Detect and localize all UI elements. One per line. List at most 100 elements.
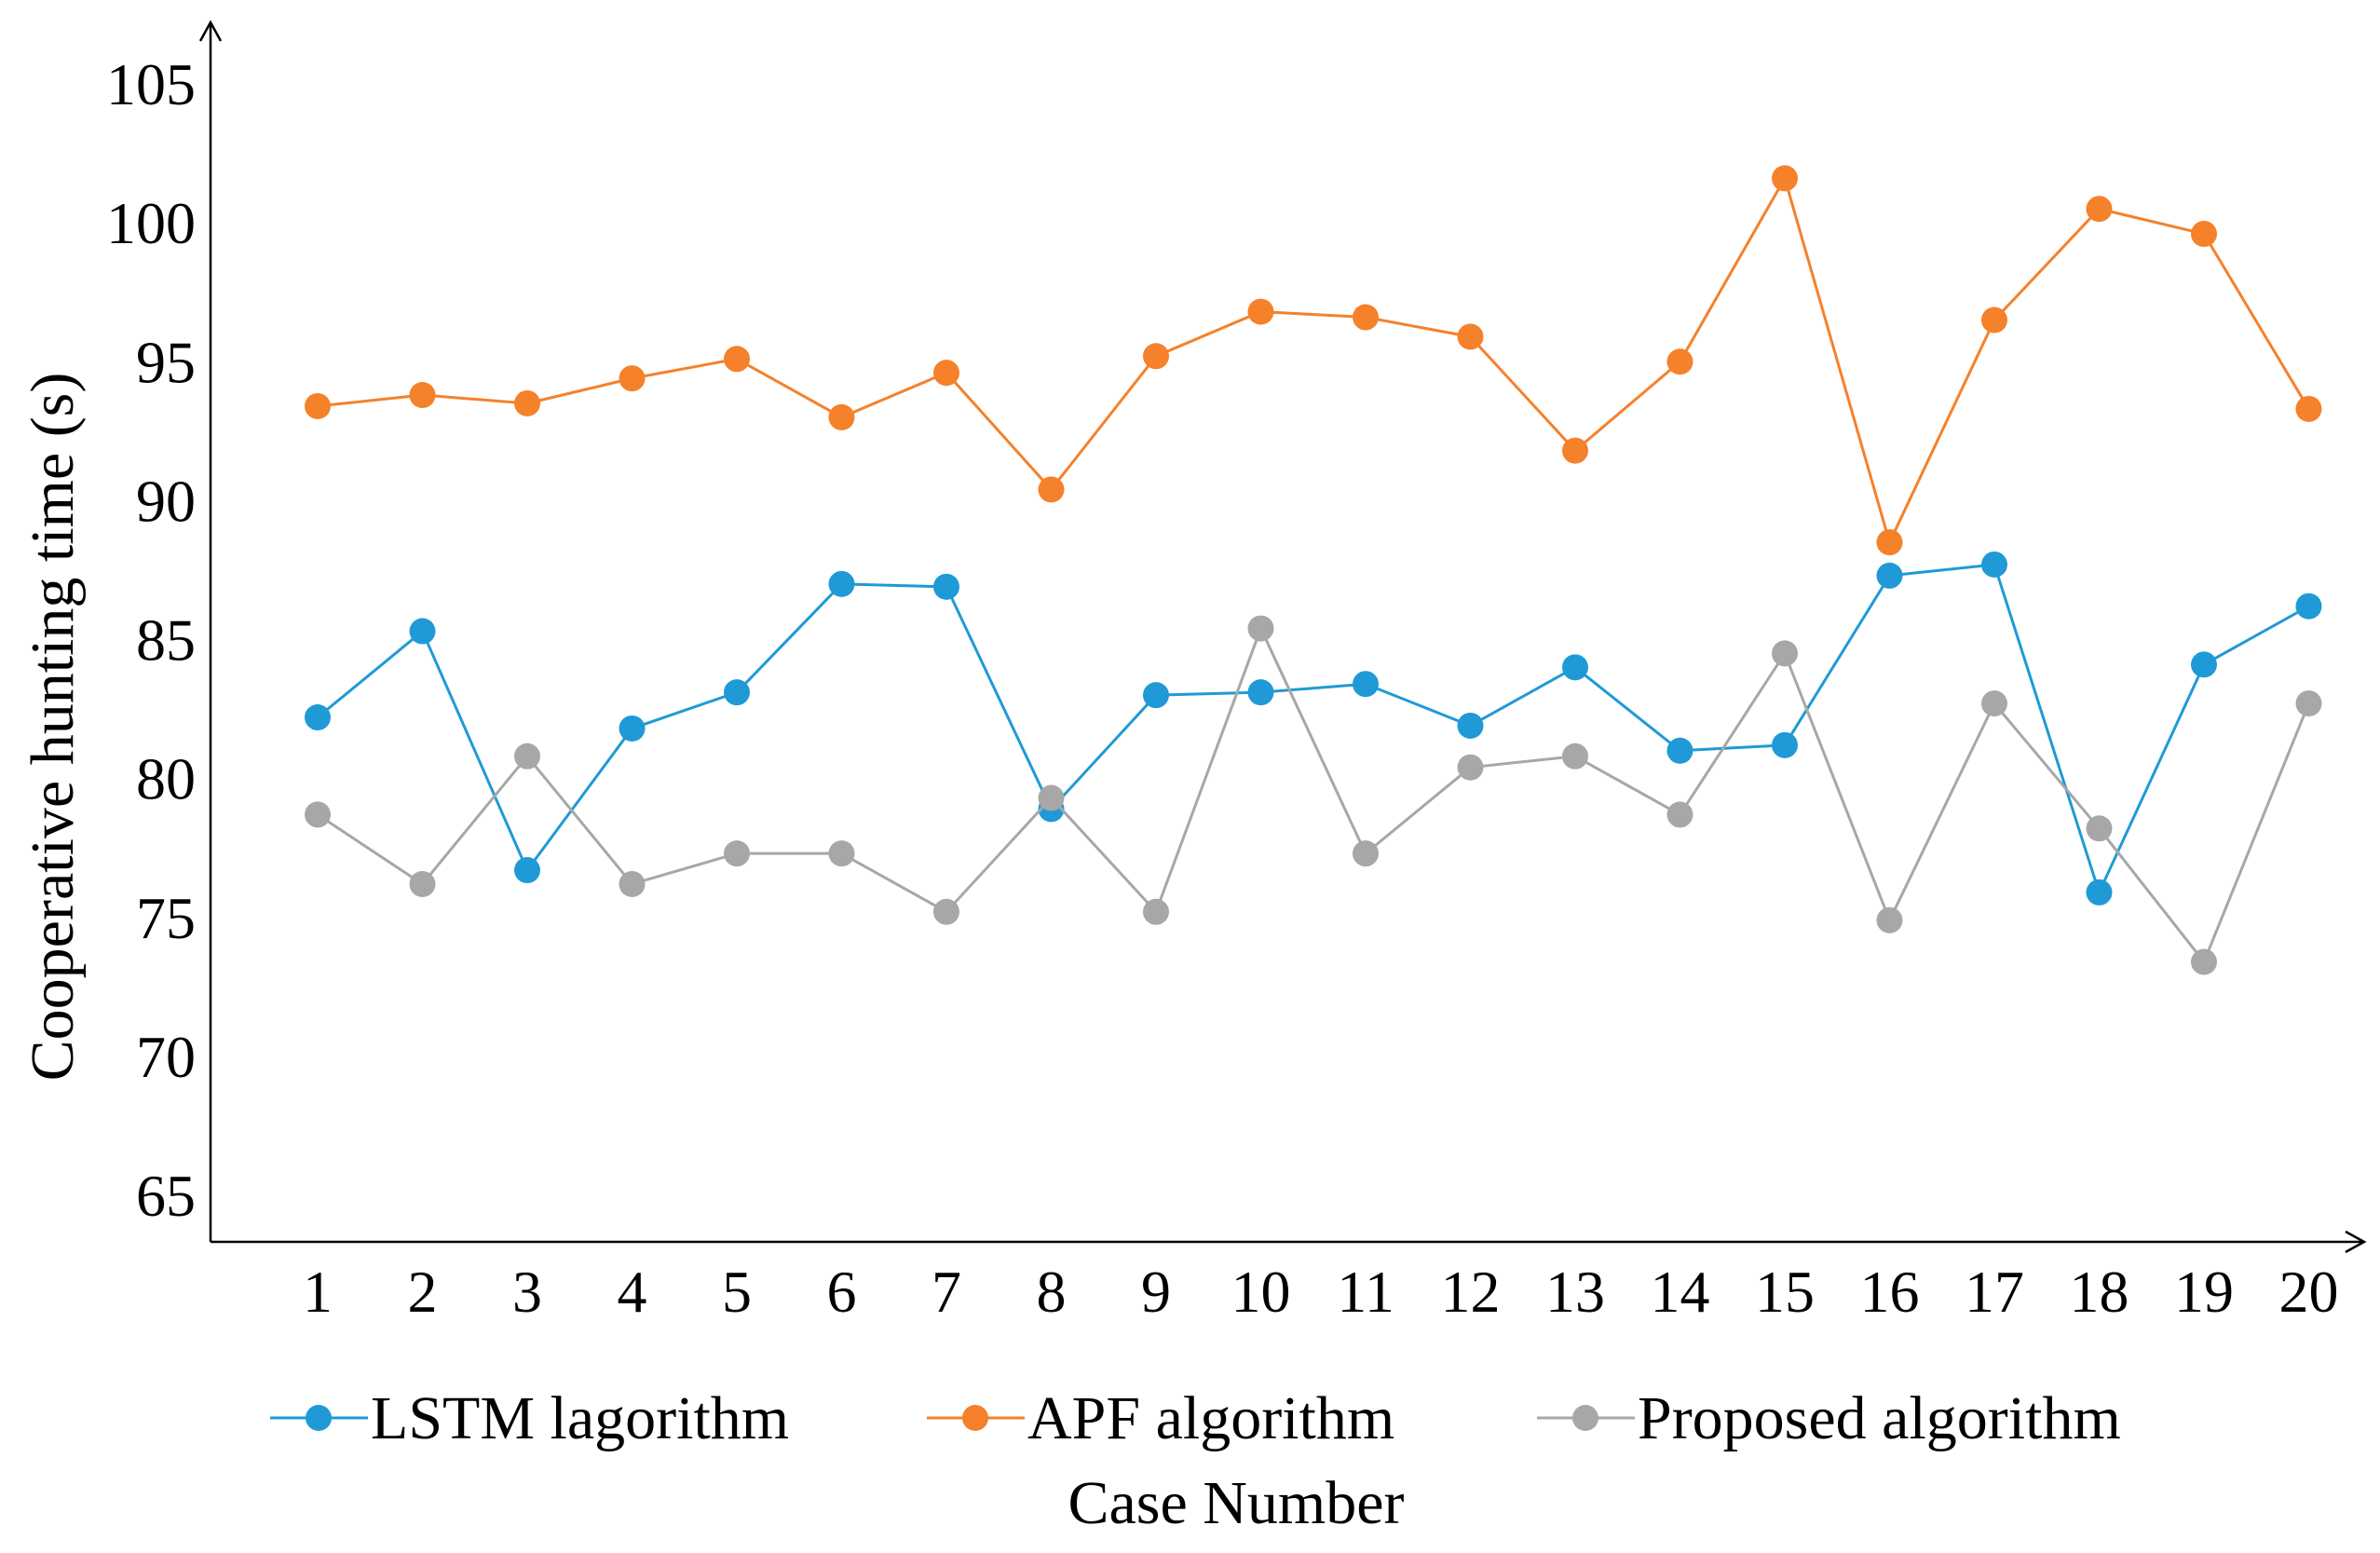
series-layer bbox=[305, 165, 2322, 975]
data-point bbox=[514, 857, 540, 884]
data-point bbox=[1353, 304, 1379, 331]
data-point bbox=[1876, 562, 1903, 589]
data-point bbox=[1457, 712, 1484, 739]
data-point bbox=[1562, 742, 1588, 770]
data-point bbox=[1353, 671, 1379, 698]
x-tick-label: 5 bbox=[722, 1259, 752, 1325]
data-point bbox=[305, 392, 331, 419]
data-point bbox=[2086, 879, 2113, 906]
y-tick-label: 95 bbox=[136, 329, 196, 395]
legend-label: Proposed algorithm bbox=[1638, 1384, 2121, 1452]
legend-item: APF algorithm bbox=[927, 1384, 1394, 1452]
series-line bbox=[317, 563, 2310, 894]
data-point bbox=[2295, 690, 2322, 717]
data-point bbox=[1876, 529, 1903, 556]
y-axis-arrow bbox=[198, 20, 223, 42]
data-point bbox=[933, 898, 959, 925]
data-point bbox=[1143, 682, 1169, 709]
data-point bbox=[933, 360, 959, 387]
series-3 bbox=[305, 615, 2322, 975]
legend: LSTM lagorithm APF algorithm Proposed algo… bbox=[270, 1384, 2121, 1452]
y-axis-title: Cooperative hunting time (s) bbox=[19, 373, 87, 1082]
x-tick-labels: 1 2 3 4 5 6 7 8 9 10 11 12 13 14 15 16 17 18 19 20 bbox=[303, 1259, 2339, 1325]
series-2 bbox=[305, 165, 2322, 556]
y-tick-label: 70 bbox=[136, 1024, 196, 1090]
data-point bbox=[1981, 307, 2007, 334]
y-tick-label: 65 bbox=[136, 1163, 196, 1229]
data-point bbox=[409, 870, 436, 897]
x-tick-label: 19 bbox=[2174, 1259, 2234, 1325]
data-point bbox=[514, 742, 540, 770]
data-point bbox=[619, 715, 646, 742]
data-point bbox=[619, 870, 646, 897]
data-point bbox=[828, 840, 855, 867]
y-tick-label: 100 bbox=[106, 190, 196, 256]
x-tick-label: 3 bbox=[512, 1259, 542, 1325]
series-line bbox=[317, 627, 2310, 963]
x-tick-label: 6 bbox=[827, 1259, 857, 1325]
data-point bbox=[2191, 221, 2217, 248]
data-point bbox=[828, 570, 855, 597]
data-point bbox=[1247, 298, 1274, 325]
data-point bbox=[1247, 615, 1274, 642]
x-tick-label: 1 bbox=[303, 1259, 333, 1325]
x-tick-label: 13 bbox=[1545, 1259, 1605, 1325]
x-tick-label: 15 bbox=[1755, 1259, 1815, 1325]
data-point bbox=[305, 704, 331, 731]
legend-marker bbox=[962, 1405, 988, 1431]
x-tick-label: 11 bbox=[1337, 1259, 1394, 1325]
data-point bbox=[1772, 640, 1798, 667]
data-point bbox=[724, 840, 750, 867]
y-tick-label: 85 bbox=[136, 607, 196, 674]
x-tick-label: 2 bbox=[408, 1259, 438, 1325]
x-tick-label: 16 bbox=[1860, 1259, 1920, 1325]
data-point bbox=[1038, 784, 1065, 811]
x-tick-label: 4 bbox=[618, 1259, 647, 1325]
data-point bbox=[1981, 690, 2007, 717]
y-tick-label: 75 bbox=[136, 885, 196, 951]
data-point bbox=[724, 346, 750, 373]
data-point bbox=[933, 573, 959, 600]
data-point bbox=[1666, 801, 1693, 828]
data-point bbox=[1457, 323, 1484, 350]
data-point bbox=[305, 801, 331, 828]
series-1 bbox=[305, 551, 2322, 906]
legend-label: LSTM lagorithm bbox=[371, 1384, 789, 1452]
data-point bbox=[1562, 437, 1588, 464]
data-point bbox=[1247, 679, 1274, 706]
data-point bbox=[2295, 593, 2322, 620]
x-tick-label: 14 bbox=[1651, 1259, 1710, 1325]
axes bbox=[198, 20, 2367, 1254]
data-point bbox=[1772, 165, 1798, 192]
data-point bbox=[1666, 737, 1693, 764]
legend-label: APF algorithm bbox=[1027, 1384, 1394, 1452]
x-tick-label: 18 bbox=[2070, 1259, 2129, 1325]
data-point bbox=[409, 382, 436, 409]
data-point bbox=[514, 389, 540, 416]
legend-marker bbox=[306, 1405, 332, 1431]
data-point bbox=[1457, 754, 1484, 781]
data-point bbox=[724, 679, 750, 706]
data-point bbox=[1143, 898, 1169, 925]
series-line bbox=[317, 176, 2310, 544]
x-tick-label: 20 bbox=[2279, 1259, 2339, 1325]
data-point bbox=[1038, 476, 1065, 503]
data-point bbox=[2086, 196, 2113, 223]
x-axis-arrow bbox=[2345, 1230, 2367, 1254]
x-tick-label: 17 bbox=[1965, 1259, 2024, 1325]
data-point bbox=[1666, 348, 1693, 375]
legend-marker bbox=[1572, 1405, 1598, 1431]
data-point bbox=[2191, 651, 2217, 678]
data-point bbox=[2191, 948, 2217, 975]
y-tick-label: 90 bbox=[136, 468, 196, 534]
x-axis-title: Case Number bbox=[1068, 1469, 1404, 1537]
legend-item: Proposed algorithm bbox=[1537, 1384, 2121, 1452]
data-point bbox=[1143, 343, 1169, 370]
data-point bbox=[409, 618, 436, 645]
data-point bbox=[1353, 840, 1379, 867]
x-tick-label: 9 bbox=[1141, 1259, 1171, 1325]
x-tick-label: 12 bbox=[1441, 1259, 1501, 1325]
data-point bbox=[1562, 654, 1588, 681]
